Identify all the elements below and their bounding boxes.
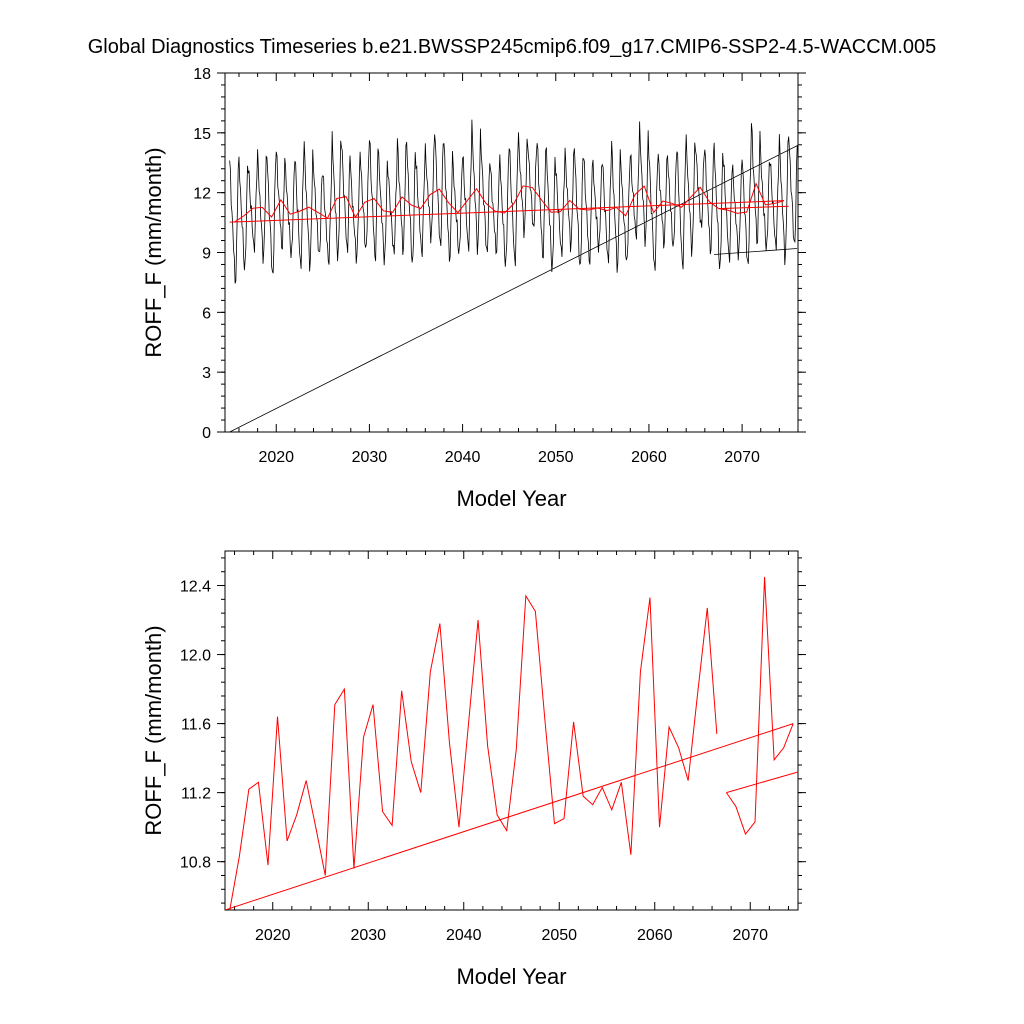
bottom-xtick-label: 2050 [541,927,577,944]
bottom-annual-series-restart [725,576,794,836]
top-xtick-label: 2060 [631,449,667,466]
top-ytick-label: 15 [193,126,211,143]
bottom-ytick-label: 12.0 [180,648,211,665]
bottom-ytick-label: 10.8 [180,855,211,872]
top-plot-area [229,119,798,432]
top-annual-series [234,182,785,223]
bottom-xtick-label: 2020 [255,927,291,944]
top-xtick-label: 2030 [352,449,388,466]
top-chart: 2020 2030 2040 2050 2060 2070 0 3 6 9 12 15 18 Model … [141,66,806,511]
bottom-xtick-label: 2040 [446,927,482,944]
top-restart-segment [714,248,798,255]
top-ytick-label: 12 [193,186,211,203]
top-monthly-series [229,119,798,432]
top-ytick-label: 6 [202,305,211,322]
top-ylabel: ROFF_F (mm/month) [141,147,166,357]
top-xtick-label: 2040 [445,449,481,466]
bottom-xtick-label: 2060 [637,927,673,944]
bottom-plot-frame [224,550,799,911]
bottom-ytick-label: 11.6 [181,717,211,734]
top-xtick-label: 2070 [724,449,760,466]
top-xlabel: Model Year [456,486,566,511]
top-ytick-label: 0 [202,425,211,442]
bottom-ytick-label: 12.4 [180,579,211,596]
top-ytick-label: 3 [202,365,211,382]
bottom-ylabel: ROFF_F (mm/month) [141,625,166,835]
bottom-ytick-label: 11.2 [181,786,211,803]
bottom-trend-line [225,723,794,910]
top-xtick-label: 2050 [538,449,574,466]
bottom-plot-area [225,576,798,910]
bottom-chart: 2020 2030 2040 2050 2060 2070 10.8 11.2 11.6 12.0… [141,550,806,989]
top-trend-line [229,200,785,223]
top-ytick-label: 9 [202,246,211,263]
figure-title: Global Diagnostics Timeseries b.e21.BWSS… [88,36,937,58]
top-xtick-label: 2020 [258,449,294,466]
bottom-xtick-label: 2070 [732,927,768,944]
bottom-annual-series [229,594,718,910]
top-trend-line-restart [718,205,789,210]
bottom-trend-line-restart [726,771,798,794]
bottom-xtick-label: 2030 [350,927,386,944]
bottom-xlabel: Model Year [456,964,566,989]
top-ytick-label: 18 [193,66,211,83]
